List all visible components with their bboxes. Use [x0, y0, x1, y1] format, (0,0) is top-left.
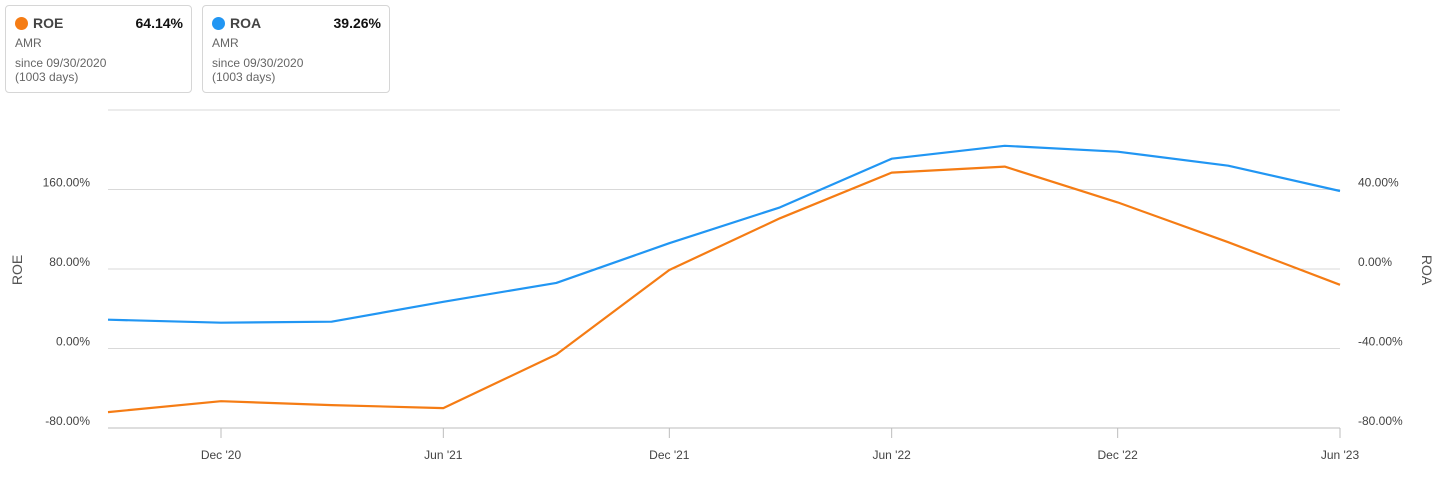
- roa-color-dot: [212, 16, 225, 30]
- y-right-tick-label: -40.00%: [1358, 335, 1403, 349]
- legend-days: (1003 days): [212, 70, 276, 84]
- legend-ticker: AMR: [15, 36, 42, 50]
- x-tick-label: Dec '20: [201, 448, 242, 462]
- x-tick-label: Dec '22: [1098, 448, 1139, 462]
- y-right-tick-label: 0.00%: [1358, 255, 1392, 269]
- x-tick-label: Jun '22: [873, 448, 912, 462]
- legend-name: ROE: [33, 15, 64, 31]
- y-left-tick-label: 160.00%: [43, 176, 91, 190]
- y-left-tick-label: 0.00%: [56, 335, 90, 349]
- series-line-roa: [107, 144, 1341, 324]
- legend-days: (1003 days): [15, 70, 79, 84]
- legend-ticker: AMR: [212, 36, 239, 50]
- y-left-tick-label: -80.00%: [45, 414, 90, 428]
- legend-value: 64.14%: [135, 15, 183, 31]
- y-left-tick-label: 80.00%: [49, 255, 90, 269]
- legend-since: since 09/30/2020: [212, 56, 304, 70]
- legend-card-roa[interactable]: ROA 39.26% AMR since 09/30/2020 (1003 da…: [202, 5, 390, 93]
- legend-card-roe[interactable]: ROE 64.14% AMR since 09/30/2020 (1003 da…: [5, 5, 192, 93]
- x-tick-label: Jun '23: [1321, 448, 1360, 462]
- y-left-axis-title: ROE: [9, 255, 25, 285]
- series-line-roe: [107, 165, 1341, 414]
- y-right-tick-label: 40.00%: [1358, 176, 1399, 190]
- legend-since: since 09/30/2020: [15, 56, 107, 70]
- x-tick-label: Dec '21: [649, 448, 690, 462]
- y-right-tick-label: -80.00%: [1358, 414, 1403, 428]
- roe-color-dot: [15, 16, 28, 30]
- y-right-axis-title: ROA: [1419, 255, 1435, 286]
- x-tick-label: Jun '21: [424, 448, 463, 462]
- legend-name: ROA: [230, 15, 262, 31]
- legend-value: 39.26%: [333, 15, 381, 31]
